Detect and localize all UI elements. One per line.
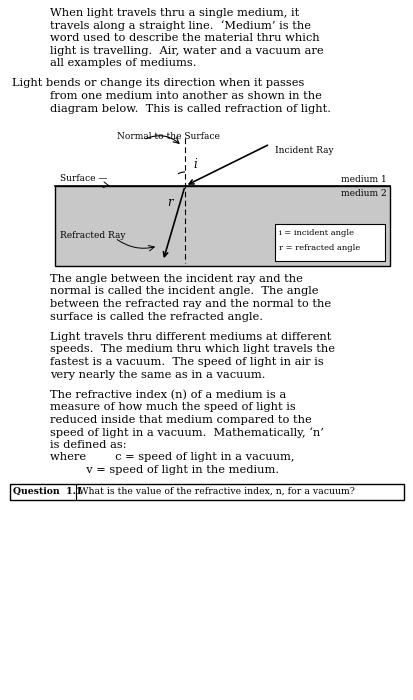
Text: light is travelling.  Air, water and a vacuum are: light is travelling. Air, water and a va… (50, 46, 323, 55)
Bar (274, 224, 384, 261)
Text: medium 1: medium 1 (340, 175, 386, 184)
Text: normal is called the incident angle.  The angle: normal is called the incident angle. The… (50, 286, 318, 297)
Text: Surface —: Surface — (60, 174, 107, 183)
Text: from one medium into another as shown in the: from one medium into another as shown in… (50, 91, 321, 101)
Text: Refracted Ray: Refracted Ray (60, 231, 125, 240)
Bar (10, 484, 403, 500)
Text: measure of how much the speed of light is: measure of how much the speed of light i… (50, 402, 295, 412)
Text: is defined as:: is defined as: (50, 440, 126, 450)
Text: speeds.  The medium thru which light travels the: speeds. The medium thru which light trav… (50, 344, 334, 354)
Text: r: r (166, 196, 172, 209)
Text: Incident Ray: Incident Ray (274, 146, 333, 155)
Bar (55, 186, 389, 266)
Text: between the refracted ray and the normal to the: between the refracted ray and the normal… (50, 299, 330, 309)
Text: When light travels thru a single medium, it: When light travels thru a single medium,… (50, 8, 299, 18)
Text: Normal to the Surface: Normal to the Surface (117, 132, 219, 141)
Text: Light travels thru different mediums at different: Light travels thru different mediums at … (50, 332, 330, 342)
Text: all examples of mediums.: all examples of mediums. (50, 58, 196, 68)
Text: diagram below.  This is called refraction of light.: diagram below. This is called refraction… (50, 104, 330, 113)
Text: fastest is a vacuum.  The speed of light in air is: fastest is a vacuum. The speed of light … (50, 357, 323, 367)
Text: reduced inside that medium compared to the: reduced inside that medium compared to t… (50, 415, 311, 425)
Text: Light bends or change its direction when it passes: Light bends or change its direction when… (12, 78, 304, 88)
Text: very nearly the same as in a vacuum.: very nearly the same as in a vacuum. (50, 370, 265, 379)
Text: word used to describe the material thru which: word used to describe the material thru … (50, 33, 319, 43)
Text: What is the value of the refractive index, n, for a vacuum?: What is the value of the refractive inde… (79, 486, 354, 496)
Text: surface is called the refracted angle.: surface is called the refracted angle. (50, 312, 262, 321)
Text: speed of light in a vacuum.  Mathematically, ‘n’: speed of light in a vacuum. Mathematical… (50, 428, 323, 438)
Text: The refractive index (n) of a medium is a: The refractive index (n) of a medium is … (50, 390, 285, 400)
Text: v = speed of light in the medium.: v = speed of light in the medium. (50, 465, 278, 475)
Text: medium 2: medium 2 (341, 189, 386, 198)
Text: Question  1.1: Question 1.1 (13, 486, 82, 496)
Text: r = refracted angle: r = refracted angle (278, 244, 359, 252)
Text: The angle between the incident ray and the: The angle between the incident ray and t… (50, 274, 302, 284)
Text: i = incident angle: i = incident angle (278, 229, 353, 237)
Text: travels along a straight line.  ‘Medium’ is the: travels along a straight line. ‘Medium’ … (50, 20, 310, 32)
Text: where        c = speed of light in a vacuum,: where c = speed of light in a vacuum, (50, 452, 294, 463)
Text: i: i (192, 158, 196, 171)
